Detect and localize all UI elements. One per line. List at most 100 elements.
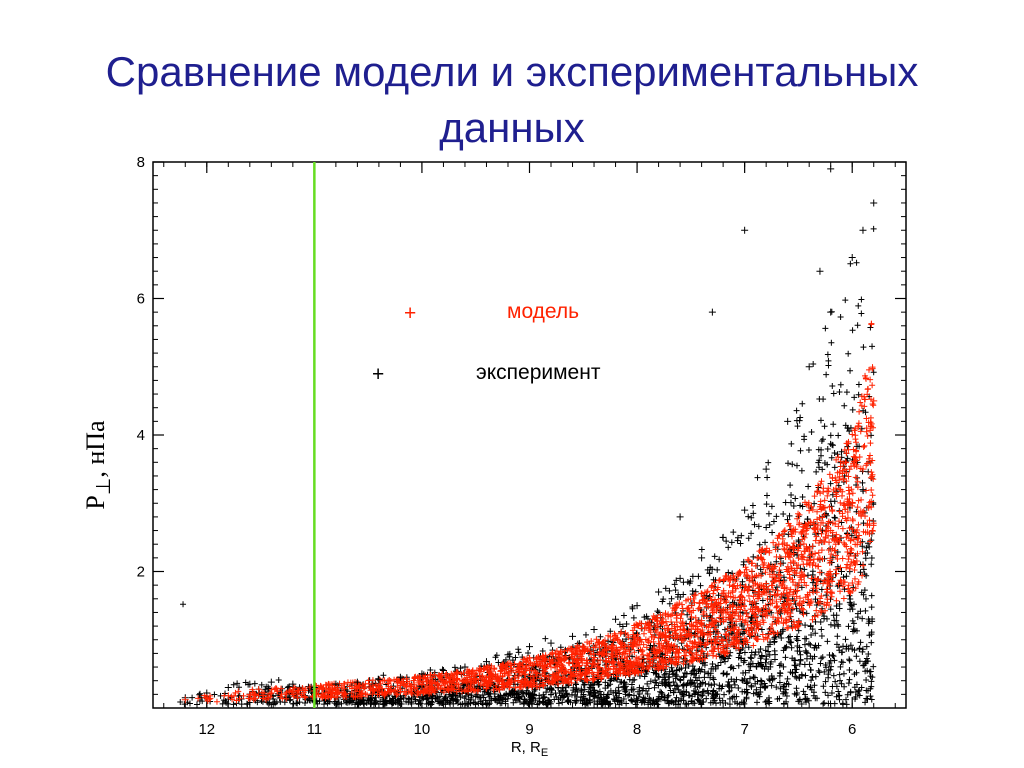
- model-point: [246, 690, 254, 698]
- ticks-layer: 12 11 10 9 8 7 6 2 4 6 8: [137, 154, 906, 738]
- experiment-point: [224, 684, 232, 692]
- y-tick-label: 6: [137, 291, 145, 308]
- experiment-point: [569, 632, 577, 640]
- series-model-cloud: [195, 320, 877, 705]
- x-tick-label: 10: [414, 721, 431, 738]
- experiment-point: [504, 651, 512, 659]
- model-point: [676, 626, 684, 634]
- model-point: [569, 658, 577, 666]
- experiment-point: [246, 680, 254, 688]
- model-point: [741, 596, 749, 604]
- series-experiment-cloud: [177, 225, 877, 708]
- experiment-point: [418, 670, 426, 678]
- x-tick-label: 12: [198, 721, 215, 738]
- experiment-point: [719, 533, 727, 541]
- model-point: [482, 673, 490, 681]
- x-tick-label: 7: [740, 721, 748, 738]
- model-point: [547, 663, 555, 671]
- model-point: [289, 688, 297, 696]
- x-tick-label: 6: [848, 721, 856, 738]
- model-point: [439, 678, 447, 686]
- model-point: [461, 676, 469, 684]
- experiment-point: [827, 165, 835, 173]
- experiment-point: [461, 663, 469, 671]
- x-tick-label: 11: [307, 721, 323, 738]
- model-point: [762, 583, 770, 591]
- model-point: [859, 465, 867, 473]
- legend-experiment-marker: +: [372, 363, 384, 386]
- experiment-point: [396, 673, 404, 681]
- model-point: [224, 692, 232, 700]
- experiment-point: [741, 226, 749, 234]
- experiment-point: [289, 680, 297, 688]
- experiment-point: [676, 574, 684, 582]
- model-point: [590, 653, 598, 661]
- model-point: [784, 568, 792, 575]
- y-tick-label: 4: [137, 427, 145, 444]
- experiment-point: [848, 254, 856, 262]
- model-point: [633, 641, 641, 649]
- legend: + модель + эксперимент: [372, 300, 601, 386]
- y-tick-label: 2: [137, 564, 145, 581]
- y-axis-label-subscript: ⊥: [93, 478, 115, 495]
- x-axis-label: R, RE: [511, 739, 548, 759]
- plot-frame: [152, 161, 907, 709]
- y-axis-label: P⊥, нПа: [81, 420, 115, 510]
- y-axis-label-main: P: [81, 495, 110, 509]
- experiment-point: [439, 666, 447, 674]
- experiment-point: [375, 675, 383, 683]
- experiment-point: [870, 199, 878, 207]
- experiment-point: [816, 267, 824, 275]
- model-point: [827, 527, 835, 535]
- x-axis-label-subscript: E: [541, 747, 548, 759]
- model-point: [353, 684, 361, 692]
- model-point: [418, 680, 426, 688]
- model-point: [719, 607, 727, 615]
- legend-model-marker: +: [404, 302, 416, 325]
- y-axis-label-suffix: , нПа: [81, 420, 110, 478]
- model-point: [848, 499, 856, 507]
- points-layer: [177, 165, 878, 708]
- slide-title: Сравнение модели и экспериментальных дан…: [105, 48, 919, 151]
- experiment-point: [859, 226, 867, 234]
- legend-experiment-label: эксперимент: [476, 361, 601, 384]
- experiment-point: [676, 513, 684, 521]
- model-point: [375, 683, 383, 691]
- experiment-point: [353, 678, 361, 686]
- legend-model-label: модель: [507, 300, 579, 323]
- experiment-point: [590, 626, 598, 634]
- experiment-point: [612, 615, 620, 623]
- experiment-point: [655, 588, 663, 596]
- x-tick-label: 8: [633, 721, 641, 738]
- model-point: [504, 670, 512, 678]
- model-point: [870, 397, 878, 405]
- experiment-point: [633, 602, 641, 610]
- model-point: [396, 681, 404, 689]
- model-point: [698, 617, 706, 625]
- experiment-point: [708, 308, 716, 316]
- experiment-point: [837, 568, 845, 575]
- model-point: [655, 634, 663, 642]
- x-tick-label: 9: [525, 721, 533, 738]
- experiment-point: [526, 643, 533, 651]
- experiment-point: [547, 639, 555, 647]
- y-tick-label: 8: [137, 154, 145, 171]
- experiment-point: [784, 417, 792, 425]
- model-point: [612, 648, 620, 656]
- model-point: [267, 689, 275, 697]
- model-point: [332, 686, 340, 694]
- experiment-point: [827, 308, 835, 316]
- experiment-point: [859, 486, 867, 494]
- experiment-point: [267, 678, 275, 686]
- model-point: [203, 694, 211, 702]
- x-axis-label-main: R, R: [511, 739, 541, 756]
- experiment-point: [698, 554, 706, 562]
- model-point: [181, 696, 189, 704]
- model-point: [526, 666, 533, 674]
- experiment-point: [805, 363, 813, 371]
- experiment-point: [741, 506, 749, 514]
- experiment-point: [762, 465, 770, 473]
- model-point: [805, 547, 813, 555]
- experiment-point: [482, 658, 490, 666]
